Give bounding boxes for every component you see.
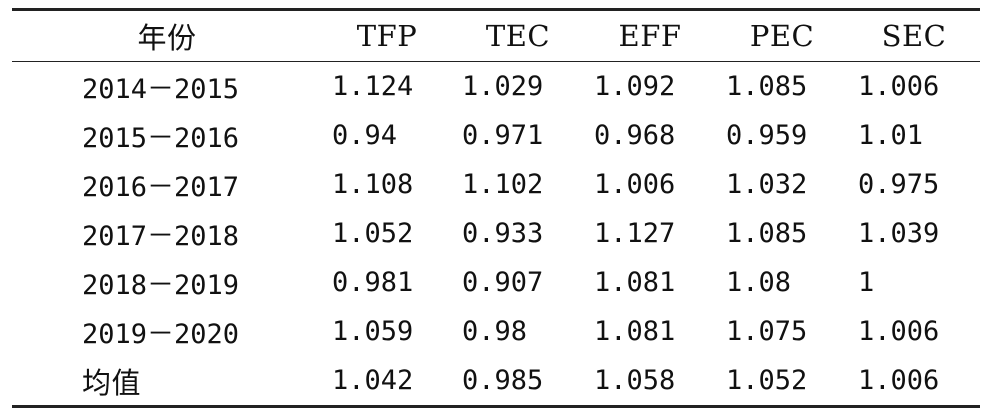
table-mean-row: 均值 1.042 0.985 1.058 1.052 1.006 xyxy=(12,356,980,407)
header-year: 年份 xyxy=(137,21,197,55)
cell-pec: 1.032 xyxy=(726,169,808,200)
table-row: 2015－2016 0.94 0.971 0.968 0.959 1.01 xyxy=(12,111,980,160)
row-year-label: 2015－2016 xyxy=(82,123,240,154)
cell-sec: 1 xyxy=(858,267,875,298)
cell-tfp: 1.059 xyxy=(332,316,414,347)
row-year-label: 2019－2020 xyxy=(82,319,240,350)
header-pec: PEC xyxy=(749,19,815,53)
cell-pec: 1.08 xyxy=(726,267,792,298)
mean-eff: 1.058 xyxy=(594,365,676,396)
cell-sec: 0.975 xyxy=(858,169,940,200)
table-row: 2014－2015 1.124 1.029 1.092 1.085 1.006 xyxy=(12,62,980,112)
cell-tfp: 1.108 xyxy=(332,169,414,200)
cell-eff: 1.081 xyxy=(594,316,676,347)
cell-sec: 1.039 xyxy=(858,218,940,249)
row-year-label: 2016－2017 xyxy=(82,172,240,203)
table-row: 2019－2020 1.059 0.98 1.081 1.075 1.006 xyxy=(12,307,980,356)
cell-tec: 0.907 xyxy=(462,267,544,298)
row-year-label: 2018－2019 xyxy=(82,270,240,301)
header-sec: SEC xyxy=(881,19,947,53)
cell-pec: 0.959 xyxy=(726,120,808,151)
cell-tfp: 1.124 xyxy=(332,71,414,102)
mean-tfp: 1.042 xyxy=(332,365,414,396)
cell-eff: 0.968 xyxy=(594,120,676,151)
cell-sec: 1.006 xyxy=(858,316,940,347)
mean-row-label: 均值 xyxy=(82,365,142,400)
header-tfp: TFP xyxy=(356,19,418,53)
cell-tfp: 1.052 xyxy=(332,218,414,249)
cell-sec: 1.01 xyxy=(858,120,924,151)
cell-tec: 0.98 xyxy=(462,316,528,347)
data-table: 年份 TFP TEC EFF PEC SEC 2014－2015 1.124 1… xyxy=(12,8,980,408)
row-year-label: 2017－2018 xyxy=(82,221,240,252)
header-eff: EFF xyxy=(618,19,682,53)
mean-sec: 1.006 xyxy=(858,365,940,396)
cell-tfp: 0.94 xyxy=(332,120,398,151)
mean-pec: 1.052 xyxy=(726,365,808,396)
cell-tec: 1.102 xyxy=(462,169,544,200)
header-tec: TEC xyxy=(485,19,551,53)
cell-tec: 0.933 xyxy=(462,218,544,249)
cell-pec: 1.085 xyxy=(726,71,808,102)
data-table-container: 年份 TFP TEC EFF PEC SEC 2014－2015 1.124 1… xyxy=(12,8,980,408)
cell-pec: 1.085 xyxy=(726,218,808,249)
cell-eff: 1.092 xyxy=(594,71,676,102)
cell-tfp: 0.981 xyxy=(332,267,414,298)
mean-tec: 0.985 xyxy=(462,365,544,396)
cell-eff: 1.081 xyxy=(594,267,676,298)
cell-sec: 1.006 xyxy=(858,71,940,102)
table-header-row: 年份 TFP TEC EFF PEC SEC xyxy=(12,9,980,62)
cell-tec: 1.029 xyxy=(462,71,544,102)
table-row: 2017－2018 1.052 0.933 1.127 1.085 1.039 xyxy=(12,209,980,258)
cell-eff: 1.006 xyxy=(594,169,676,200)
cell-tec: 0.971 xyxy=(462,120,544,151)
table-row: 2018－2019 0.981 0.907 1.081 1.08 1 xyxy=(12,258,980,307)
table-row: 2016－2017 1.108 1.102 1.006 1.032 0.975 xyxy=(12,160,980,209)
cell-eff: 1.127 xyxy=(594,218,676,249)
row-year-label: 2014－2015 xyxy=(82,74,240,105)
cell-pec: 1.075 xyxy=(726,316,808,347)
